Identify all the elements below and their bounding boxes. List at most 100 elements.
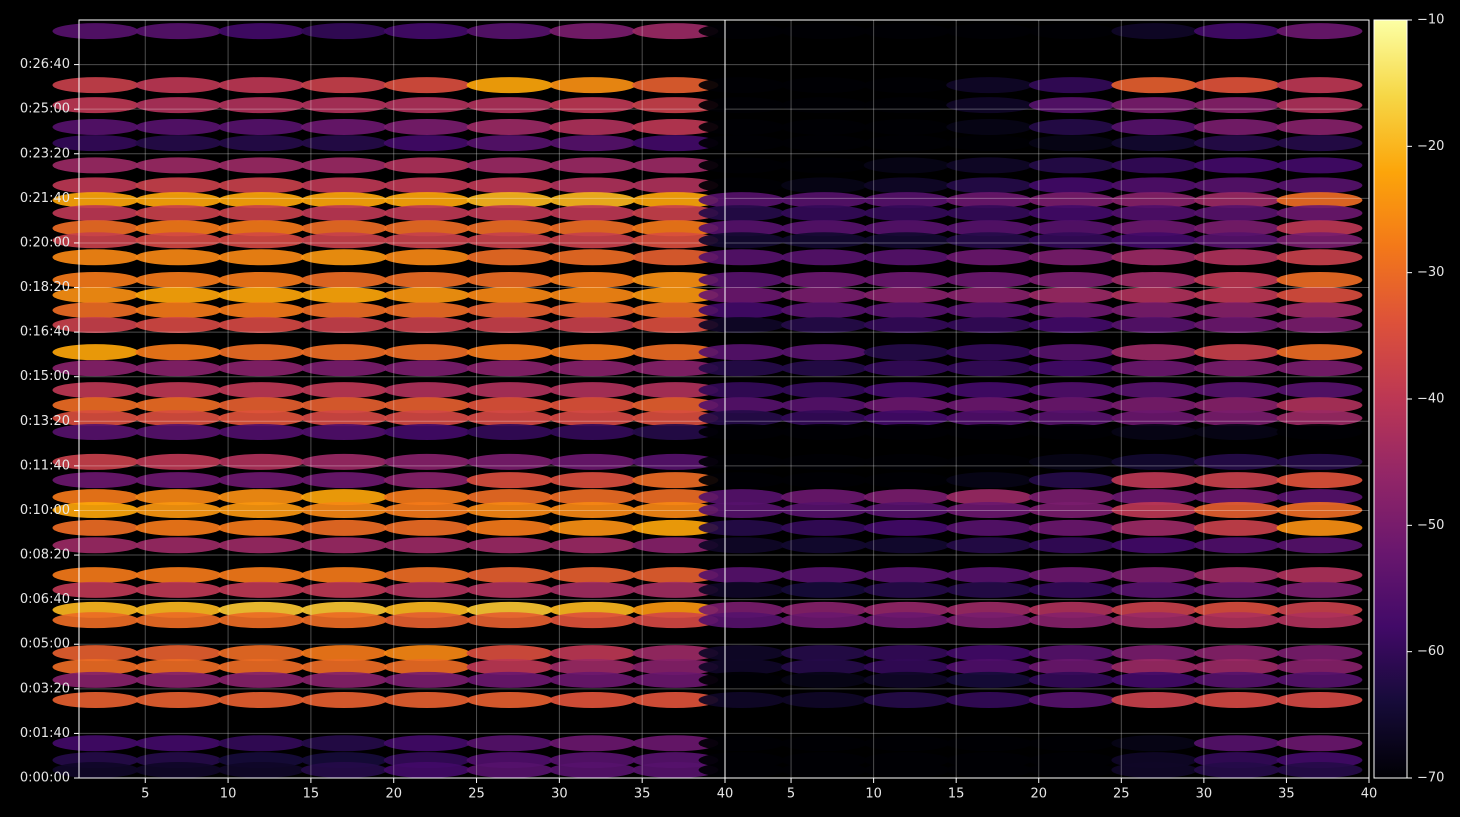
cell <box>466 658 553 675</box>
cell <box>1276 344 1363 361</box>
cell <box>52 567 139 584</box>
cell <box>1276 671 1363 688</box>
cell <box>52 287 139 304</box>
cell <box>698 287 785 304</box>
cell <box>466 249 553 266</box>
cell <box>52 23 139 40</box>
cell <box>52 316 139 333</box>
cell <box>1193 192 1280 209</box>
cell <box>1193 519 1280 536</box>
cell <box>135 502 222 519</box>
cell <box>1193 761 1280 778</box>
cell <box>1193 360 1280 377</box>
x-tick-label: 40 <box>1361 787 1378 802</box>
cell <box>1193 205 1280 222</box>
cell <box>52 519 139 536</box>
cell <box>300 761 388 778</box>
cell <box>135 581 222 598</box>
cell <box>1276 519 1363 536</box>
cell <box>300 232 388 249</box>
cell <box>863 537 950 554</box>
cell <box>1111 735 1198 752</box>
colorbar-tick-label: −50 <box>1417 518 1444 533</box>
cell <box>466 271 553 288</box>
cell <box>383 249 470 266</box>
cell <box>698 382 785 399</box>
cell <box>863 567 950 584</box>
cell <box>1028 249 1115 266</box>
cell <box>1028 382 1115 399</box>
cell <box>135 671 222 688</box>
cell <box>946 658 1033 675</box>
cell <box>781 645 868 662</box>
cell <box>549 658 636 675</box>
cell <box>698 192 785 209</box>
cell <box>1111 157 1198 174</box>
cell <box>781 220 868 237</box>
cell <box>698 502 785 519</box>
cell <box>218 220 305 237</box>
cell <box>549 410 636 427</box>
cell <box>1028 344 1115 361</box>
cell <box>549 232 636 249</box>
cell <box>1028 489 1115 506</box>
cell <box>1111 177 1198 194</box>
cell <box>383 472 470 489</box>
cell <box>218 502 305 519</box>
cell <box>632 645 719 662</box>
cell <box>218 23 305 40</box>
cell <box>1276 205 1363 222</box>
x-tick-label: 10 <box>220 787 237 802</box>
cell <box>1028 23 1115 40</box>
cell <box>52 119 139 136</box>
cell <box>549 135 636 152</box>
cell <box>1276 135 1363 152</box>
cell <box>383 177 470 194</box>
cell <box>863 232 950 249</box>
cell <box>698 135 785 152</box>
cell <box>863 177 950 194</box>
cell <box>383 382 470 399</box>
cell <box>632 691 719 708</box>
cell <box>218 537 305 554</box>
cell <box>218 135 305 152</box>
cell <box>52 157 139 174</box>
cell <box>300 691 388 708</box>
cell <box>300 220 388 237</box>
cell <box>135 761 222 778</box>
cell <box>863 612 950 629</box>
cell <box>781 382 868 399</box>
cell <box>1111 271 1198 288</box>
cell <box>632 23 719 40</box>
cell <box>549 537 636 554</box>
cell <box>1193 249 1280 266</box>
cell <box>52 302 139 319</box>
cell <box>466 410 553 427</box>
y-tick-label: 0:01:40 <box>20 726 70 741</box>
cell <box>781 581 868 598</box>
cell <box>1276 382 1363 399</box>
cell <box>632 344 719 361</box>
cell <box>466 344 553 361</box>
cell <box>52 761 139 778</box>
y-tick-label: 0:21:40 <box>20 191 70 206</box>
cell <box>946 23 1033 40</box>
cell <box>135 77 222 94</box>
cell <box>698 232 785 249</box>
x-tick-label: 25 <box>468 787 485 802</box>
cell <box>1276 249 1363 266</box>
cell <box>781 472 868 489</box>
cell <box>300 205 388 222</box>
cell <box>135 567 222 584</box>
cell <box>466 382 553 399</box>
cell <box>1193 453 1280 470</box>
cell <box>1111 489 1198 506</box>
cell <box>1111 472 1198 489</box>
cell <box>632 177 719 194</box>
cell <box>218 761 305 778</box>
cell <box>1028 735 1115 752</box>
cell <box>549 97 636 114</box>
cell <box>1028 192 1115 209</box>
cell <box>300 489 388 506</box>
cell <box>1111 691 1198 708</box>
